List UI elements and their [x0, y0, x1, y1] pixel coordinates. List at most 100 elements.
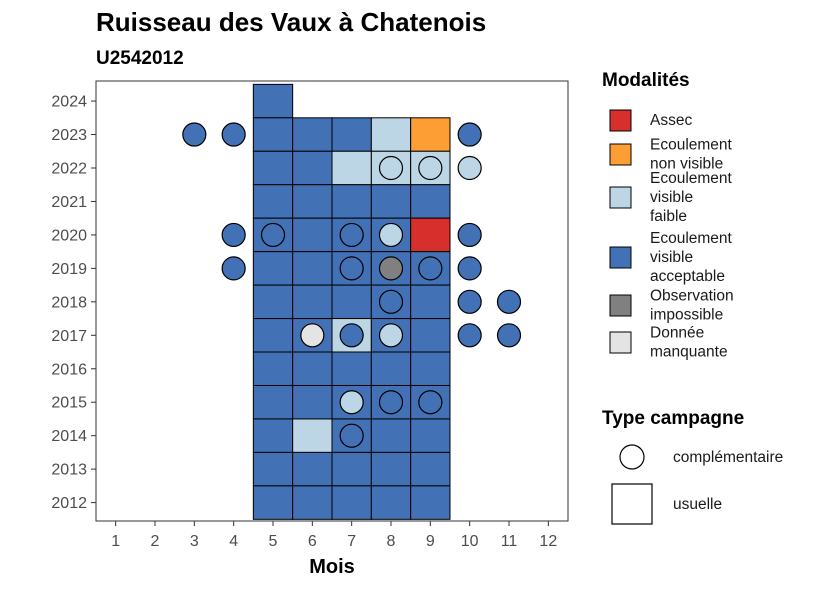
tile-2016-8 — [370, 351, 412, 386]
tile-2021-7 — [331, 184, 372, 219]
point-2019-7 — [339, 256, 364, 281]
point-2020-4 — [221, 222, 246, 248]
legend-key-manquante — [609, 331, 632, 354]
tile-2018-7 — [331, 284, 372, 320]
tile-2023-7 — [331, 117, 372, 152]
legend-label-impossible: impossible — [650, 307, 723, 324]
tile-2013-6 — [292, 451, 333, 487]
x-tick-label: 10 — [461, 533, 479, 550]
y-tick-label: 2016 — [51, 361, 87, 378]
tile-2016-6 — [292, 351, 333, 386]
x-tick-label: 12 — [539, 533, 557, 550]
legend-label-impossible: Observation — [650, 288, 734, 305]
tile-2015-5 — [252, 384, 294, 420]
tile-2017-5 — [252, 318, 294, 353]
point-2018-10 — [457, 289, 482, 314]
point-2019-9 — [418, 256, 443, 281]
point-2023-3 — [182, 122, 207, 147]
point-2020-10 — [457, 222, 482, 248]
legend-label-acceptable: acceptable — [650, 268, 725, 285]
legend-modalites: Assec Ecoulement non visible Ecoulement visi… — [609, 109, 734, 361]
point-2017-10 — [457, 323, 482, 348]
tile-2014-5 — [252, 418, 294, 453]
x-tick-label: 4 — [229, 533, 238, 550]
legend-key-impossible — [609, 294, 632, 317]
complementaire-points — [182, 122, 522, 448]
tile-2012-9 — [410, 485, 451, 520]
x-tick-label: 5 — [269, 533, 278, 550]
chart-subtitle: U2542012 — [96, 48, 184, 69]
point-2018-11 — [496, 289, 522, 314]
point-2017-7 — [339, 323, 364, 348]
point-2020-7 — [339, 222, 364, 248]
tile-2012-8 — [370, 485, 412, 520]
legend-type-campagne: complémentaire usuelle — [611, 444, 783, 525]
legend-label-manquante: Donnée — [650, 325, 704, 342]
legend-label-assec: Assec — [650, 112, 692, 129]
y-tick-label: 2023 — [51, 127, 87, 144]
point-2023-4 — [221, 122, 246, 147]
tile-2012-5 — [252, 485, 294, 520]
x-tick-label: 2 — [151, 533, 160, 550]
tile-2021-5 — [252, 184, 294, 219]
tile-2021-6 — [292, 184, 333, 219]
usuelle-tiles — [252, 83, 451, 520]
tile-2023-8 — [370, 117, 412, 152]
legend-label-nonvisible: non visible — [650, 156, 723, 173]
legend-label-nonvisible: Ecoulement — [650, 137, 733, 154]
x-tick-label: 11 — [501, 533, 518, 550]
legend-modalites-title: Modalités — [602, 70, 690, 91]
tile-2023-5 — [252, 117, 294, 152]
y-tick-label: 2012 — [51, 495, 87, 512]
y-tick-label: 2024 — [51, 94, 87, 111]
legend-key-complementaire — [619, 444, 645, 470]
y-tick-label: 2014 — [51, 428, 87, 445]
x-tick-label: 9 — [426, 533, 435, 550]
point-2018-8 — [378, 289, 404, 314]
point-2020-5 — [260, 222, 286, 248]
point-2014-7 — [339, 423, 364, 448]
tile-2017-9 — [410, 318, 451, 353]
tile-2019-6 — [292, 251, 333, 286]
legend-label-faible: faible — [650, 208, 687, 225]
tile-2013-9 — [410, 451, 451, 487]
x-tick-label: 3 — [190, 533, 199, 550]
legend: Modalités Assec Ecoulement non visible Ecou… — [602, 70, 783, 525]
y-tick-label: 2013 — [51, 462, 87, 479]
tile-2016-9 — [410, 351, 451, 386]
legend-label-usuelle: usuelle — [673, 496, 722, 513]
y-tick-label: 2021 — [51, 194, 87, 211]
point-2019-8 — [378, 256, 404, 281]
chart-title: Ruisseau des Vaux à Chatenois — [96, 7, 486, 37]
tile-2012-7 — [331, 485, 372, 520]
tile-2016-7 — [331, 351, 372, 386]
tile-2014-6 — [292, 418, 333, 453]
tile-2018-6 — [292, 284, 333, 320]
tile-2014-8 — [370, 418, 412, 453]
tile-2023-6 — [292, 117, 333, 152]
x-tick-label: 6 — [308, 533, 317, 550]
tile-2019-5 — [252, 251, 294, 286]
point-2017-11 — [496, 323, 522, 348]
y-axis: 2012 2013 2014 2015 2016 2017 2018 2019 2020 2021… — [51, 94, 96, 512]
tile-2018-9 — [410, 284, 451, 320]
legend-label-acceptable: visible — [650, 249, 693, 266]
tile-2022-7 — [331, 150, 372, 186]
y-tick-label: 2019 — [51, 261, 87, 278]
legend-label-complementaire: complémentaire — [673, 449, 783, 466]
point-2019-10 — [457, 256, 482, 281]
tile-2024-5 — [252, 83, 294, 119]
point-2023-10 — [457, 122, 482, 147]
point-2017-8 — [378, 323, 404, 348]
legend-label-faible: visible — [650, 189, 693, 206]
x-axis: 1 2 3 4 5 6 7 8 9 10 11 12 — [111, 521, 557, 550]
y-tick-label: 2017 — [51, 328, 87, 345]
point-2015-8 — [378, 390, 404, 415]
tile-2013-8 — [370, 451, 412, 487]
tile-2014-9 — [410, 418, 451, 453]
point-2015-7 — [339, 390, 364, 415]
legend-label-acceptable: Ecoulement — [650, 230, 733, 247]
y-tick-label: 2020 — [51, 227, 87, 244]
point-2022-9 — [418, 155, 443, 181]
